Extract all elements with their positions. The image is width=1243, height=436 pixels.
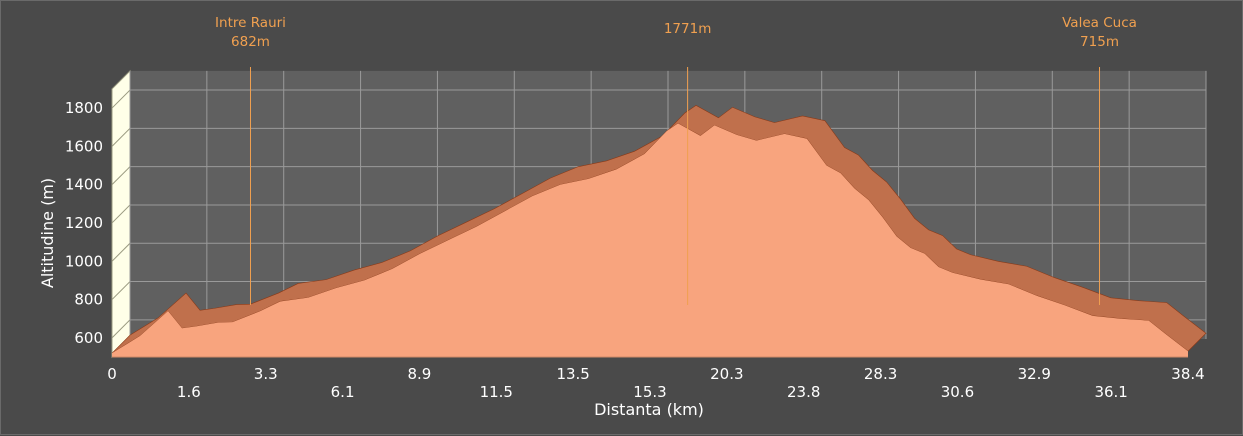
x-tick-label: 8.9 (407, 365, 431, 383)
y-tick-label: 1600 (65, 137, 103, 155)
x-tick-label: 23.8 (787, 383, 820, 401)
y-gridline-wall (111, 281, 131, 300)
x-tick-label: 15.3 (633, 383, 666, 401)
x-tick-label: 32.9 (1018, 365, 1051, 383)
y-gridline-wall (111, 166, 131, 186)
x-tick-label: 20.3 (710, 365, 743, 383)
terrain-front-area (112, 123, 1188, 358)
y-axis-ticks: 600 800 1000 1200 1400 1600 1800 (65, 99, 103, 347)
x-tick-label: 1.6 (177, 383, 201, 401)
y-gridline-wall (111, 242, 131, 262)
x-tick-label: 3.3 (254, 365, 278, 383)
x-axis-ticks: 0 1.6 3.3 6.1 8.9 11.5 13.5 15.3 20.3 23.8 28.3 30.… (107, 365, 1204, 401)
x-axis-title: Distanta (km) (594, 400, 704, 419)
y-gridline-wall (111, 89, 131, 109)
y-tick-label: 1200 (65, 214, 103, 232)
annotation-label: 715m (1080, 34, 1119, 50)
y-tick-label: 1800 (65, 99, 103, 117)
x-tick-label: 36.1 (1094, 383, 1127, 401)
elevation-series (111, 105, 1207, 358)
x-tick-label: 13.5 (556, 365, 589, 383)
y-tick-label: 1000 (65, 252, 103, 270)
annotation-label: 682m (231, 34, 270, 50)
annotation-label: 1771m (664, 21, 712, 37)
x-tick-label: 28.3 (864, 365, 897, 383)
annotation-name: Valea Cuca (1062, 15, 1137, 31)
y-gridline-wall (111, 319, 131, 339)
y-gridline-wall (111, 204, 131, 224)
x-tick-label: 38.4 (1171, 365, 1204, 383)
x-tick-label: 0 (107, 365, 117, 383)
x-tick-label: 30.6 (941, 383, 974, 401)
y-gridline-wall (111, 127, 131, 147)
x-tick-label: 11.5 (480, 383, 513, 401)
x-tick-label: 6.1 (331, 383, 355, 401)
annotation-name: Intre Rauri (215, 15, 286, 31)
y-axis-title: Altitudine (m) (38, 178, 57, 288)
y-tick-label: 800 (74, 291, 103, 309)
y-tick-label: 1400 (65, 176, 103, 194)
annotations: Intre Rauri 682m 1771m Valea Cuca 715m (215, 15, 1137, 305)
y-tick-label: 600 (74, 329, 103, 347)
